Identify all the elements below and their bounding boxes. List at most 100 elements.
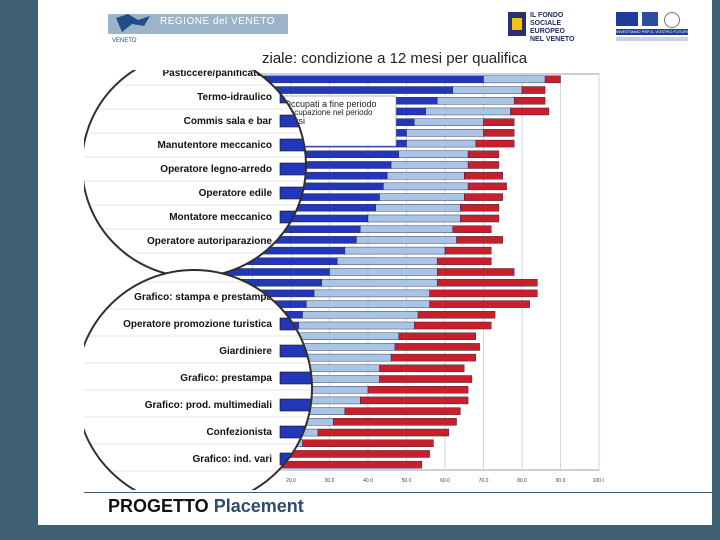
lens-category-label: Operatore edile: [199, 188, 273, 199]
bar: [390, 161, 469, 169]
bar: [317, 428, 450, 437]
bar: [437, 268, 515, 276]
left-white-margin: [38, 0, 84, 525]
region-sub: VENETO: [112, 38, 137, 44]
lens-category-label: Termo-idraulico: [197, 92, 272, 103]
x-tick-label: 40.0: [363, 478, 373, 484]
bar: [394, 343, 480, 351]
bar: [379, 193, 465, 201]
bar: [360, 396, 469, 405]
bar: [329, 268, 438, 276]
bar: [460, 204, 500, 212]
bar: [390, 353, 477, 362]
bar: [544, 75, 561, 84]
bar: [414, 321, 492, 330]
region-name: REGIONE del VENETO: [160, 16, 275, 27]
bar: [429, 289, 538, 298]
bar: [437, 278, 538, 287]
magnifier-lenses: CarrozzierePasticcere/panificatoreTermo-…: [84, 70, 313, 490]
bar: [467, 182, 507, 191]
region-logo: REGIONE del VENETO VENETO: [108, 10, 288, 44]
legend-entry: Occupati a fine periodo: [284, 99, 377, 109]
eu-strip-text: INVESTIAMO PER IL VOSTRO FUTURO: [616, 29, 691, 34]
x-tick-label: 30.0: [325, 478, 335, 484]
bar: [417, 311, 496, 319]
region-logo-stripe: [108, 14, 288, 34]
bar: [383, 182, 469, 191]
lens-category-label: Grafico: stampa e prestampa: [134, 292, 272, 303]
bar: [333, 418, 457, 426]
legend-entry: Occupazione nel periodo: [284, 108, 373, 117]
bar: [302, 439, 434, 447]
bar: [275, 460, 423, 469]
lens-bar: [279, 162, 306, 176]
bar: [302, 311, 419, 319]
lens-fill: [84, 270, 312, 490]
bar: [467, 161, 500, 169]
bar: [398, 332, 476, 340]
bar: [379, 375, 473, 383]
bar: [452, 86, 523, 94]
bar: [321, 278, 438, 287]
bar: [460, 214, 500, 223]
x-tick-label: 70.0: [479, 478, 489, 484]
x-tick-label: 100.0: [593, 478, 604, 484]
fse-line-3: NEL VENETO: [530, 36, 575, 43]
lens-category-label: Commis sala e bar: [184, 116, 272, 127]
lens-category-label: Grafico: prod. multimediali: [145, 400, 272, 411]
lens-bar: [279, 398, 312, 412]
x-tick-label: 60.0: [440, 478, 450, 484]
bar: [387, 171, 465, 180]
bar: [344, 407, 461, 415]
bar: [467, 150, 500, 159]
bar: [425, 107, 511, 116]
bar: [521, 86, 546, 94]
bar: [483, 75, 546, 84]
lens-category-label: Operatore legno-arredo: [160, 164, 272, 175]
eu-strip: [616, 29, 688, 35]
bar: [298, 321, 415, 330]
lens-category-label: Pasticcere/panificatore: [163, 70, 273, 79]
bar: [290, 332, 400, 340]
bar: [464, 171, 503, 180]
eu-logos: INVESTIAMO PER IL VOSTRO FUTURO: [616, 12, 696, 42]
bar: [306, 300, 430, 308]
lens-category-label: Grafico: ind. vari: [193, 454, 273, 465]
page-title: ziale: condizione a 12 mesi per qualific…: [262, 50, 528, 67]
fse-logo: IL FONDO SOCIALE EUROPEO NEL VENETO: [508, 12, 596, 43]
lens-category-label: Giardiniere: [219, 346, 272, 357]
bar: [406, 129, 484, 137]
bar: [514, 97, 546, 105]
bar: [483, 118, 515, 126]
lens-category-label: Operatore promozione turistica: [123, 319, 272, 330]
bar: [414, 118, 484, 126]
x-tick-label: 80.0: [517, 478, 527, 484]
lens-category-label: Operatore autoriparazione: [147, 236, 272, 247]
bar: [456, 236, 503, 244]
lens-fill: [84, 70, 306, 277]
bar: [356, 236, 457, 244]
lion-emblem-icon: [116, 14, 150, 32]
eu-flag-icon: [616, 12, 638, 26]
lens-border: [84, 269, 313, 490]
footer-divider: [84, 492, 712, 493]
bar: [344, 246, 446, 255]
lens-category-label: Manutentore meccanico: [158, 140, 272, 151]
bar: [483, 129, 515, 137]
bar: [290, 450, 430, 458]
brand-placement: Placement: [213, 496, 304, 516]
fse-flag-icon: [508, 12, 526, 36]
lens-bar: [279, 371, 312, 385]
right-edge-band: [712, 0, 720, 540]
x-tick-label: 20.0: [286, 478, 296, 484]
eu-strip-secondary: [616, 37, 688, 41]
x-tick-label: 90.0: [556, 478, 566, 484]
bar: [437, 97, 515, 105]
fse-line-2: SOCIALE EUROPEO: [530, 20, 566, 35]
x-tick-label: 50.0: [402, 478, 412, 484]
bar: [510, 107, 550, 116]
bar: [452, 225, 492, 233]
lens-category-label: Grafico: prestampa: [180, 373, 272, 384]
brand-progetto: PROGETTO: [108, 496, 209, 516]
bar: [406, 139, 477, 148]
